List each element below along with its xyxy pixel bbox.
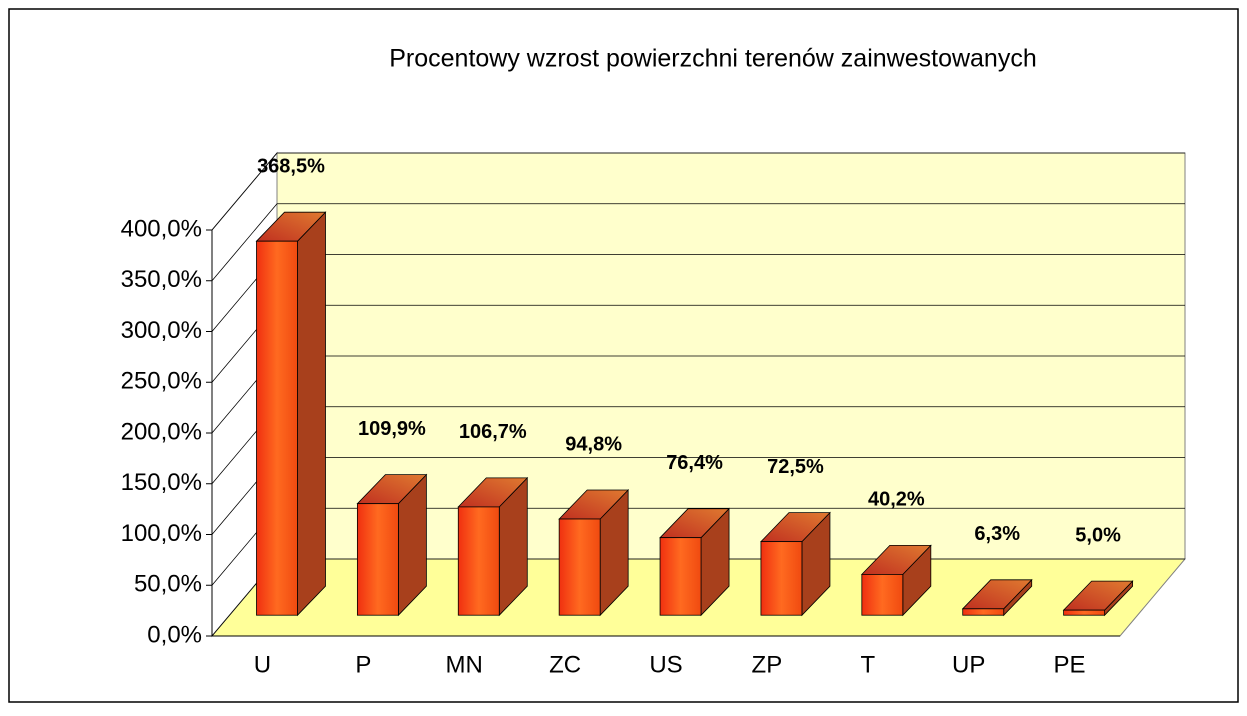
y-tick-label: 150,0%: [121, 469, 202, 496]
y-tick-label: 250,0%: [121, 368, 202, 395]
data-label: 40,2%: [868, 489, 925, 511]
bar-front: [861, 574, 904, 616]
data-label: 6,3%: [974, 523, 1020, 545]
bar: [860, 544, 932, 617]
y-tick-label: 300,0%: [121, 317, 202, 344]
bar-side: [297, 211, 326, 617]
bar-front: [659, 537, 702, 616]
data-label: 94,8%: [565, 433, 622, 455]
y-tick-label: 200,0%: [121, 418, 202, 445]
bar-front: [256, 240, 298, 616]
data-label: 368,5%: [257, 155, 325, 177]
x-tick-label: MN: [446, 651, 483, 678]
bar-front: [356, 503, 399, 616]
y-tick-label: 400,0%: [121, 215, 202, 242]
bar-front: [760, 541, 803, 616]
bar: [558, 488, 630, 617]
bar: [659, 507, 730, 617]
x-tick-label: US: [649, 651, 682, 678]
y-tick-label: 100,0%: [121, 520, 202, 547]
data-label: 106,7%: [459, 421, 527, 443]
chart-title: Procentowy wzrost powierzchni terenów za…: [389, 45, 1037, 73]
bar-front: [1063, 609, 1106, 616]
y-tick-label: 0,0%: [147, 621, 202, 648]
y-tick-label: 350,0%: [121, 266, 202, 293]
x-tick-label: PE: [1054, 651, 1086, 678]
bar: [759, 511, 831, 617]
bar: [255, 211, 327, 617]
data-label: 72,5%: [767, 456, 824, 478]
x-tick-label: P: [355, 651, 371, 678]
grid-line: [211, 203, 1185, 282]
x-tick-label: U: [254, 651, 271, 678]
x-tick-label: UP: [952, 651, 985, 678]
data-label: 109,9%: [358, 418, 426, 440]
x-tick-label: T: [860, 651, 875, 678]
bar: [457, 476, 529, 617]
bar: [356, 473, 428, 617]
grid-line: [211, 152, 1185, 231]
bar-front: [457, 506, 500, 616]
x-tick-label: ZP: [752, 651, 783, 678]
bar: [961, 578, 1033, 617]
y-tick-label: 50,0%: [134, 571, 202, 598]
data-label: 76,4%: [666, 452, 723, 474]
bar-front: [558, 518, 601, 616]
data-label: 5,0%: [1075, 524, 1121, 546]
bar: [1062, 580, 1134, 617]
bar-front: [962, 608, 1005, 616]
x-tick-label: ZC: [549, 651, 581, 678]
